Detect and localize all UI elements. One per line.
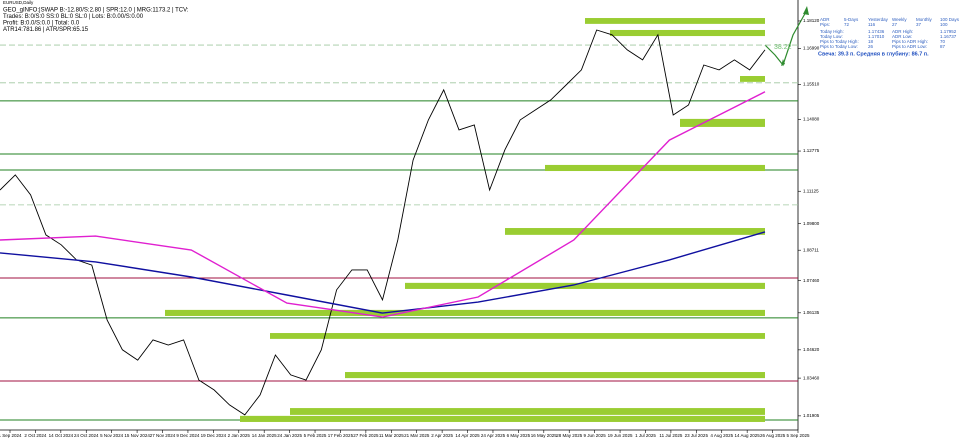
chart-title: EURUSD,Daily bbox=[3, 0, 34, 5]
zone bbox=[405, 282, 765, 289]
x-tick-label: 11 Jul 2025 bbox=[659, 433, 682, 438]
x-tick-label: 6 May 2025 bbox=[507, 433, 531, 438]
x-tick-label: 28 May 2025 bbox=[556, 433, 583, 438]
x-tick-label: 14 Jan 2025 bbox=[252, 433, 277, 438]
panel-stat: Pips to ADR High: bbox=[892, 39, 928, 44]
zone bbox=[505, 228, 765, 235]
arrow-heads bbox=[781, 6, 809, 66]
panel-cell: Pips: bbox=[820, 22, 830, 27]
y-tick-label: 1.07460 bbox=[803, 278, 820, 283]
x-tick-label: 24 Oct 2024 bbox=[74, 433, 99, 438]
x-tick-label: 2 Oct 2024 bbox=[24, 433, 47, 438]
x-tick-label: 14 Oct 2024 bbox=[49, 433, 74, 438]
panel-stat: 1.17436 bbox=[868, 29, 885, 34]
panel-stat: Pips to Today High: bbox=[820, 39, 859, 44]
panel-note: Свеча: 39.3 п. Средняя в глубину: 86.7 п… bbox=[818, 50, 929, 57]
x-tick-label: 19 Jun 2025 bbox=[608, 433, 633, 438]
zone bbox=[345, 372, 765, 379]
zone bbox=[165, 309, 765, 316]
panel-stat: Today High: bbox=[820, 29, 844, 34]
panel-stat: ADR Low: bbox=[892, 34, 912, 39]
x-tick-label: 5 Sep 2025 bbox=[786, 433, 810, 438]
x-tick-label: 27 Nov 2024 bbox=[150, 433, 176, 438]
y-tick-label: 1.11125 bbox=[803, 188, 819, 193]
zone bbox=[680, 118, 765, 127]
x-tick-label: 16 May 2025 bbox=[531, 433, 558, 438]
panel-cell: 72 bbox=[844, 22, 850, 27]
panel-stat: 1.17010 bbox=[868, 34, 885, 39]
zone bbox=[545, 164, 765, 172]
panel-stat: 18 bbox=[868, 39, 874, 44]
y-tick-label: 1.01905 bbox=[803, 413, 820, 418]
panel-stat: 26 bbox=[868, 44, 874, 49]
panel-stat: Pips to ADR Low: bbox=[892, 44, 927, 49]
x-tick-label: 24 Apr 2025 bbox=[481, 433, 506, 438]
x-tick-label: 14 Aug 2025 bbox=[735, 433, 761, 438]
x-tick-label: 1 Sep 2024 bbox=[0, 433, 22, 438]
x-tick-label: 11 Mar 2025 bbox=[379, 433, 404, 438]
x-tick-label: 24 Jan 2025 bbox=[277, 433, 302, 438]
panel-stat: Pips to Today Low: bbox=[820, 44, 858, 49]
zone bbox=[610, 29, 765, 37]
x-tick-label: 17 Feb 2025 bbox=[328, 433, 354, 438]
info-line: GEO_gINFO:|SWAP B:-12.80/S:2.80 | SPR:12… bbox=[3, 8, 189, 14]
x-tick-label: 5 Feb 2025 bbox=[304, 433, 327, 438]
y-tick-label: 1.12775 bbox=[803, 148, 820, 153]
x-tick-label: 2 Jan 2025 bbox=[228, 433, 251, 438]
panel-stat: Today Low: bbox=[820, 34, 843, 39]
panel-stat: 1.17952 bbox=[940, 29, 957, 34]
series-line bbox=[0, 91, 766, 318]
y-tick-label: 1.14080 bbox=[803, 117, 820, 122]
series-line bbox=[0, 231, 766, 314]
y-tick-label: 1.16990 bbox=[803, 46, 820, 51]
y-tick-label: 1.15510 bbox=[803, 82, 820, 87]
y-tick-label: 1.18120 bbox=[803, 18, 820, 23]
info-line: ATR14:781.86 | ATR/SPR:65.15 bbox=[3, 27, 89, 33]
panel-stat: 1.16737 bbox=[940, 34, 957, 39]
panel-stat: ADR High: bbox=[892, 29, 913, 34]
x-tick-label: 1 Jul 2025 bbox=[635, 433, 656, 438]
y-tick-label: 1.06135 bbox=[803, 310, 820, 315]
panel-cell: 27 bbox=[892, 22, 898, 27]
info-line: Profit: B:0.0/S:0.0 | Total: 0.0 bbox=[3, 21, 80, 27]
x-tick-label: 9 Jun 2025 bbox=[584, 433, 607, 438]
zone bbox=[585, 18, 765, 24]
x-tick-label: 15 Nov 2024 bbox=[124, 433, 150, 438]
panel-cell: Monthly bbox=[916, 17, 933, 22]
panel-cell: 37 bbox=[916, 22, 922, 27]
panel-cell: 5-Days bbox=[844, 17, 859, 22]
y-tick-label: 1.04620 bbox=[803, 347, 820, 352]
zone bbox=[740, 76, 765, 82]
x-tick-label: 5 Nov 2024 bbox=[100, 433, 124, 438]
y-tick-label: 1.03460 bbox=[803, 375, 820, 380]
panel-cell: Weekly bbox=[892, 17, 907, 22]
zone bbox=[270, 333, 765, 339]
x-tick-label: 23 Jul 2025 bbox=[685, 433, 709, 438]
panel-stat: 87 bbox=[940, 44, 946, 49]
x-tick-label: 19 Dec 2024 bbox=[201, 433, 227, 438]
x-tick-label: 21 Mar 2025 bbox=[404, 433, 430, 438]
panel-cell: 100 bbox=[940, 22, 948, 27]
y-tick-label: 1.08711 bbox=[803, 247, 819, 252]
annotation: 38.22 bbox=[774, 44, 792, 51]
x-tick-label: 27 Feb 2025 bbox=[353, 433, 379, 438]
panel-stat: 70 bbox=[940, 39, 946, 44]
y-tick-label: 1.09800 bbox=[803, 221, 820, 226]
x-tick-label: 2 Apr 2025 bbox=[431, 433, 453, 438]
panel-cell: Yesterday bbox=[868, 17, 889, 22]
zone bbox=[290, 408, 765, 415]
panel-cell: 116 bbox=[868, 22, 876, 27]
x-tick-label: 14 Apr 2025 bbox=[455, 433, 480, 438]
panel-cell: ADR bbox=[820, 17, 830, 22]
x-tick-label: 9 Dec 2024 bbox=[176, 433, 200, 438]
series-line bbox=[0, 29, 766, 416]
zone bbox=[240, 415, 765, 422]
info-line: Trades: B:0/S:0 SS:0 BL:0 SL:0 | Lots: B… bbox=[3, 14, 144, 20]
x-tick-label: 26 Aug 2025 bbox=[760, 433, 786, 438]
x-tick-label: 4 Aug 2025 bbox=[710, 433, 733, 438]
panel-cell: 100 Days bbox=[940, 17, 960, 22]
